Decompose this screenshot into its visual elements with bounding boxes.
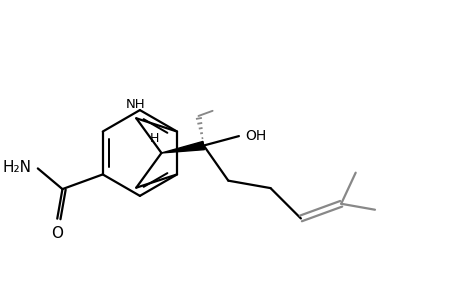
Text: OH: OH xyxy=(244,129,266,143)
Text: NH: NH xyxy=(125,98,145,110)
Text: H₂N: H₂N xyxy=(3,160,32,175)
Polygon shape xyxy=(161,141,204,153)
Text: O: O xyxy=(51,226,63,241)
Text: H: H xyxy=(149,132,159,145)
